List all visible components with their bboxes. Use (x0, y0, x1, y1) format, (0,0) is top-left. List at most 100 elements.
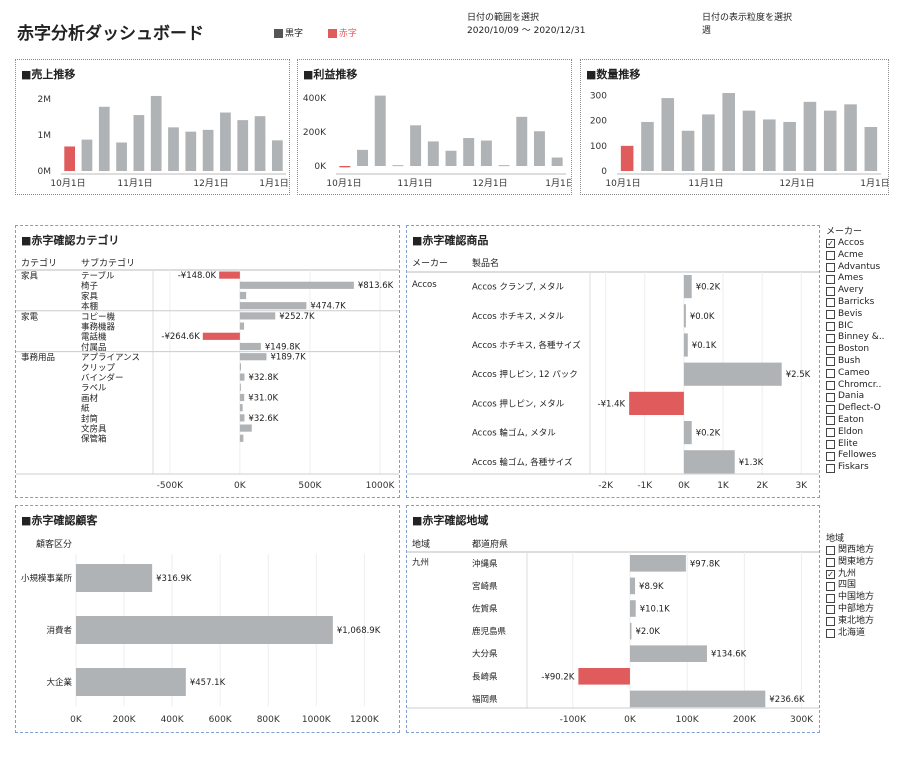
maker-filter-option[interactable]: Acme (826, 250, 910, 262)
checkbox-icon[interactable] (826, 546, 835, 556)
product-panel-title: ■赤字確認商品 (412, 234, 489, 247)
region-filter-option[interactable]: 中部地方 (826, 604, 910, 616)
trend-bar (427, 141, 439, 166)
checkbox-icon[interactable] (826, 345, 835, 355)
region-filter-option[interactable]: 北海道 (826, 628, 910, 640)
maker-filter-option[interactable]: Bevis (826, 309, 910, 321)
product-bar (683, 450, 735, 474)
checkbox-icon[interactable] (826, 274, 835, 284)
region-filter-option[interactable]: ✓ 九州 (826, 569, 910, 581)
product-label: Accos 輪ゴム, メタル (472, 428, 556, 439)
x-tick-label: 1月1日 (860, 178, 888, 189)
checkbox-icon[interactable] (826, 392, 835, 402)
checkbox-checked-icon[interactable]: ✓ (826, 239, 835, 249)
checkbox-icon[interactable] (826, 251, 835, 261)
maker-filter-option[interactable]: Elite (826, 439, 910, 451)
category-label: 家具 (21, 271, 39, 282)
checkbox-icon[interactable] (826, 380, 835, 390)
customer-panel-title: ■赤字確認顧客 (21, 514, 98, 527)
trend-bar (463, 138, 475, 166)
checkbox-icon[interactable] (826, 357, 835, 367)
checkbox-icon[interactable] (826, 628, 835, 638)
maker-filter-option[interactable]: Fiskars (826, 462, 910, 474)
checkbox-icon[interactable] (826, 439, 835, 449)
trend-bar (783, 121, 796, 171)
checkbox-icon[interactable] (826, 416, 835, 426)
maker-filter-option[interactable]: Chromcr.. (826, 380, 910, 392)
checkbox-checked-icon[interactable]: ✓ (826, 569, 835, 579)
product-bar (683, 421, 692, 445)
region-filter-option-label: 関西地方 (838, 545, 875, 555)
legend-black-swatch (274, 29, 283, 38)
maker-filter-option[interactable]: Bush (826, 356, 910, 368)
maker-filter-option[interactable]: ✓ Accos (826, 238, 910, 250)
subcategory-label: 電話機 (81, 332, 107, 343)
bar-value-label: ¥457.1K (190, 678, 226, 688)
maker-filter-option[interactable]: Avery (826, 285, 910, 297)
region-filter-option[interactable]: 東北地方 (826, 616, 910, 628)
checkbox-icon[interactable] (826, 286, 835, 296)
maker-filter-option[interactable]: Boston (826, 344, 910, 356)
sales-trend-title: ■売上推移 (21, 68, 76, 81)
region-filter: 地域 関西地方 関東地方 ✓ 九州 四国 中国地方 中部地方 東北地方 北海道 (826, 533, 910, 639)
bar-value-label: -¥264.6K (161, 332, 200, 342)
maker-filter-option[interactable]: Fellowes (826, 450, 910, 462)
checkbox-icon[interactable] (826, 593, 835, 603)
maker-filter-option[interactable]: Dania (826, 391, 910, 403)
date-range-label: 日付の範囲を選択 (467, 13, 540, 23)
region-filter-option-label: 四国 (838, 580, 857, 591)
maker-filter-option[interactable]: Eldon (826, 427, 910, 439)
product-bar (629, 391, 684, 415)
region-filter-option[interactable]: 中国地方 (826, 592, 910, 604)
region-panel-title: ■赤字確認地域 (412, 514, 489, 527)
checkbox-icon[interactable] (826, 581, 835, 591)
region-filter-option[interactable]: 関西地方 (826, 545, 910, 557)
checkbox-icon[interactable] (826, 617, 835, 627)
maker-filter-option[interactable]: Cameo (826, 368, 910, 380)
checkbox-icon[interactable] (826, 333, 835, 343)
maker-filter-option[interactable]: Eaton (826, 415, 910, 427)
category-bar (239, 322, 245, 330)
checkbox-icon[interactable] (826, 321, 835, 331)
checkbox-icon[interactable] (826, 310, 835, 320)
bar-value-label: ¥1.3K (739, 458, 764, 468)
checkbox-icon[interactable] (826, 605, 835, 615)
maker-filter-option-label: Accos (838, 238, 865, 248)
prefecture-label: 大分県 (472, 649, 498, 660)
x-tick-label: 2K (756, 481, 769, 491)
region-filter-option[interactable]: 四国 (826, 580, 910, 592)
checkbox-icon[interactable] (826, 369, 835, 379)
bar-value-label: ¥32.6K (248, 414, 278, 424)
y-tick-label: 400K (303, 94, 327, 104)
checkbox-icon[interactable] (826, 451, 835, 461)
region-filter-option[interactable]: 関東地方 (826, 557, 910, 569)
product-label: Accos ホチキス, メタル (472, 312, 564, 322)
maker-filter-option[interactable]: BIC (826, 321, 910, 333)
checkbox-icon[interactable] (826, 463, 835, 473)
maker-filter-option[interactable]: Binney &.. (826, 332, 910, 344)
x-tick-label: 1000K (302, 715, 332, 725)
checkbox-icon[interactable] (826, 558, 835, 568)
maker-filter-option[interactable]: Advantus (826, 262, 910, 274)
trend-bar (722, 93, 735, 171)
checkbox-icon[interactable] (826, 298, 835, 308)
category-bar (239, 393, 245, 402)
region-bar (629, 690, 766, 708)
bar-value-label: ¥189.7K (270, 353, 306, 363)
region-bar (629, 600, 636, 617)
bar-value-label: ¥0.2K (696, 283, 721, 293)
granularity-selector[interactable]: 週 (702, 26, 712, 36)
category-bar (239, 373, 245, 381)
checkbox-icon[interactable] (826, 262, 835, 272)
checkbox-icon[interactable] (826, 404, 835, 414)
maker-filter-option[interactable]: Ames (826, 273, 910, 285)
profit-trend-title: ■利益推移 (303, 68, 358, 81)
maker-filter-option-label: Deflect-O (838, 403, 881, 414)
maker-filter-option[interactable]: Deflect-O (826, 403, 910, 415)
trend-bar (150, 95, 162, 171)
checkbox-icon[interactable] (826, 428, 835, 438)
trend-bar (844, 104, 857, 171)
date-range-selector[interactable]: 2020/10/09 ～ 2020/12/31 (467, 26, 586, 36)
maker-filter-option[interactable]: Barricks (826, 297, 910, 309)
